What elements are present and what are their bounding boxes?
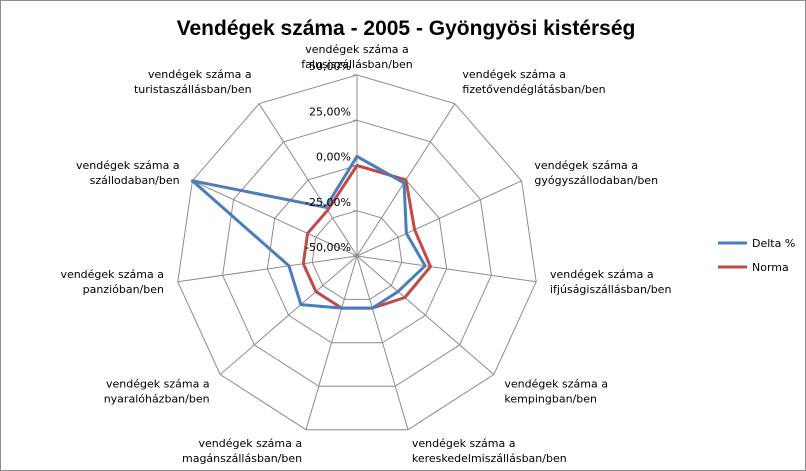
- category-label: vendégek száma a kereskedelmiszállásban/b…: [412, 437, 567, 465]
- radar-grid: [177, 74, 537, 431]
- category-labels: vendégek száma a falusiszállásban/ben vend…: [60, 43, 671, 465]
- tick-label: 25,00%: [309, 105, 351, 118]
- grid-spoke: [356, 255, 537, 283]
- legend-label: Norma: [752, 261, 789, 274]
- series-layer: [190, 154, 432, 310]
- grid-spoke: [258, 103, 358, 257]
- category-label: vendégek száma a turistaszállásban/ben: [134, 68, 252, 96]
- category-label: vendégek száma a kempingban/ben: [504, 378, 608, 406]
- grid-spoke: [219, 255, 358, 375]
- tick-label: 0,00%: [316, 151, 351, 164]
- category-label: vendégek száma a magánszállásban/ben: [182, 437, 302, 465]
- grid-spoke: [192, 180, 358, 257]
- legend-label: Delta %: [752, 237, 795, 250]
- grid-ring: [177, 74, 537, 431]
- tick-label: 50,00%: [309, 60, 351, 73]
- category-label: vendégek száma a szállodaban/ben: [76, 159, 180, 187]
- category-label: vendégek száma a panzióban/ben: [60, 268, 164, 296]
- category-label: vendégek száma a falusiszállásban/ben: [301, 43, 412, 71]
- grid-spoke: [305, 255, 358, 430]
- grid-spoke: [177, 255, 358, 283]
- grid-ring: [311, 210, 403, 300]
- legend: Delta % Norma: [718, 237, 795, 274]
- grid-spoke: [356, 180, 522, 257]
- tick-label: -50,00%: [305, 241, 351, 254]
- tick-label: -25,00%: [305, 196, 351, 209]
- series-line-delta: [190, 154, 427, 310]
- grid-spoke: [356, 255, 495, 375]
- category-label: vendégek száma a ifjúságiszállásban/ben: [550, 268, 671, 296]
- tick-labels: -50,00% -25,00% 0,00% 25,00% 50,00%: [305, 60, 351, 254]
- chart-title: Vendégek száma - 2005 - Gyöngyösi kistér…: [177, 17, 636, 40]
- category-label: vendégek száma a nyaralóházban/ben: [104, 378, 210, 406]
- category-label: vendégek száma a gyógyszállodaban/ben: [534, 159, 658, 187]
- category-label: vendégek száma a fizetővendéglátásban/ben: [462, 68, 605, 96]
- grid-spoke: [356, 255, 409, 430]
- grid-ring: [266, 164, 448, 344]
